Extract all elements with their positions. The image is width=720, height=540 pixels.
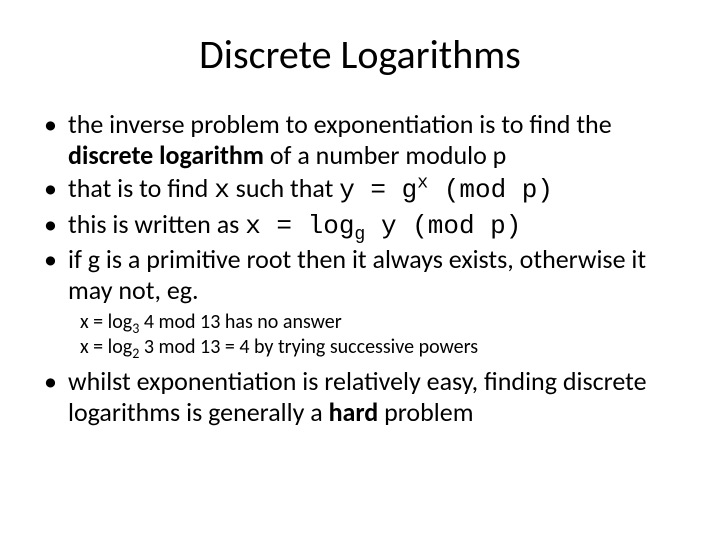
sub-list: x = log3 4 mod 13 has no answer x = log2… — [80, 310, 690, 360]
eq-part: y = g — [339, 175, 417, 205]
text: 3 mod 13 = 4 by trying successive powers — [139, 335, 478, 359]
sub-1: x = log3 4 mod 13 has no answer — [80, 310, 690, 335]
eq-part: (mod p) — [428, 175, 553, 205]
text: that is to find — [68, 172, 214, 204]
eq-part: y (mod p) — [365, 211, 521, 241]
text: problem — [378, 396, 473, 428]
subscript: g — [354, 225, 365, 245]
equation: y = gx (mod p) — [339, 175, 553, 205]
bullet-5: whilst exponentiation is relatively easy… — [40, 366, 690, 428]
text: x = log — [80, 335, 132, 359]
text: such that — [230, 172, 339, 204]
text: x = log — [80, 310, 132, 334]
equation: x = logg y (mod p) — [245, 211, 521, 241]
text: if g is a primitive root then it always … — [68, 243, 646, 306]
bullet-1: the inverse problem to exponentiation is… — [40, 109, 690, 171]
mono-x: x — [214, 175, 230, 205]
text: this is written as — [68, 208, 245, 240]
text: 4 mod 13 has no answer — [139, 310, 341, 334]
text: the inverse problem to exponentiation is… — [68, 108, 612, 140]
bold-term: discrete logarithm — [68, 139, 264, 171]
bullet-2: that is to find x such that y = gx (mod … — [40, 173, 690, 206]
bullet-3: this is written as x = logg y (mod p) — [40, 209, 690, 242]
bullet-list-2: whilst exponentiation is relatively easy… — [40, 366, 690, 428]
slide-title: Discrete Logarithms — [30, 30, 690, 79]
bold-term: hard — [329, 396, 379, 428]
text: of a number modulo p — [264, 139, 506, 171]
sub-2: x = log2 3 mod 13 = 4 by trying successi… — [80, 335, 690, 360]
slide: Discrete Logarithms the inverse problem … — [0, 0, 720, 540]
bullet-list: the inverse problem to exponentiation is… — [40, 109, 690, 306]
bullet-4: if g is a primitive root then it always … — [40, 244, 690, 306]
eq-part: x = log — [245, 211, 354, 241]
superscript: x — [417, 174, 428, 194]
